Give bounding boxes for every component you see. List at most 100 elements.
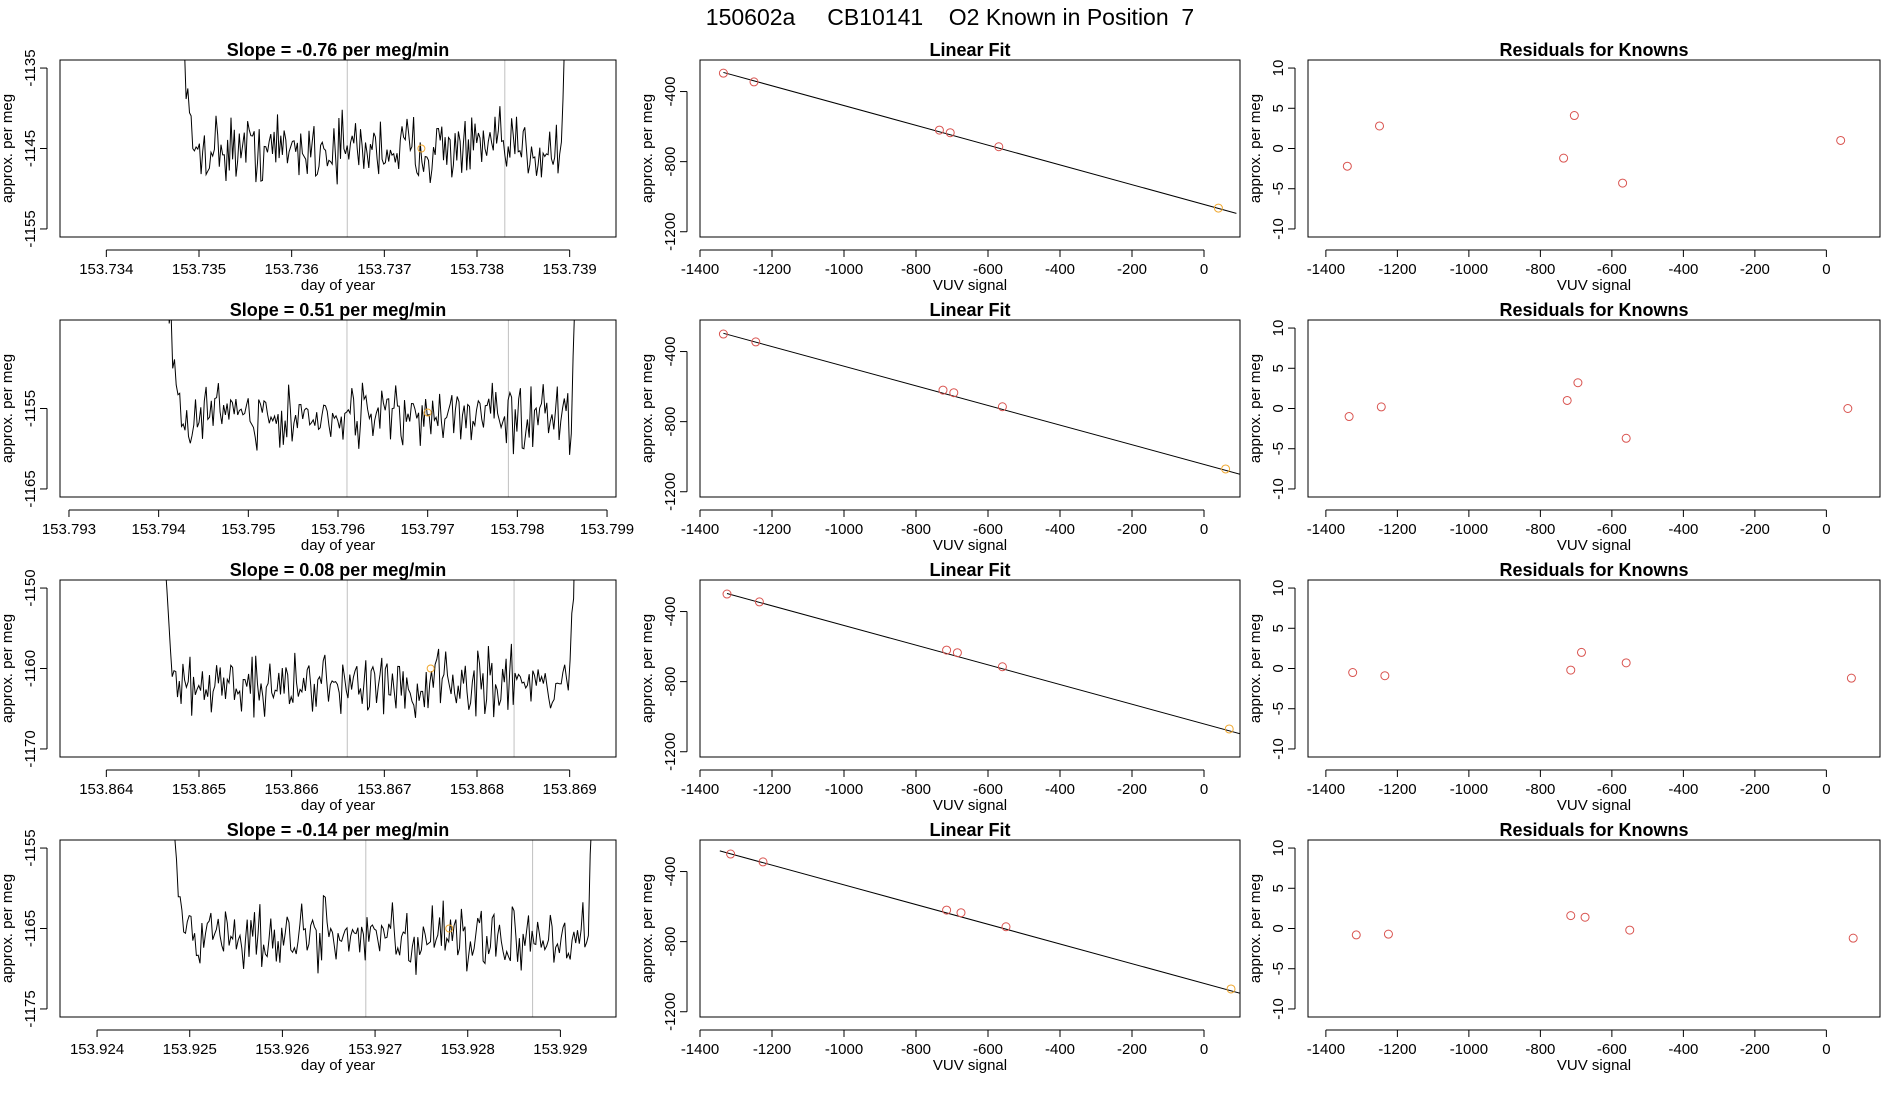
x-tick-label: 153.866: [265, 781, 319, 798]
data-point: [934, 125, 944, 135]
data-point: [1580, 912, 1590, 922]
y-tick-label: -5: [1270, 182, 1287, 195]
y-tick-label: -1170: [22, 730, 39, 767]
y-tick-label: -1160: [22, 650, 39, 687]
panel-title: Residuals for Knowns: [1499, 300, 1688, 320]
y-tick-label: 0: [1270, 924, 1287, 932]
panel-title: Residuals for Knowns: [1499, 560, 1688, 580]
x-axis-label: day of year: [301, 797, 375, 814]
y-tick-label: -1175: [22, 990, 39, 1027]
x-tick-label: 0: [1200, 521, 1208, 538]
y-tick-label: -800: [662, 927, 679, 957]
x-tick-label: 0: [1200, 781, 1208, 798]
x-tick-label: -800: [1525, 781, 1555, 798]
x-tick-label: -200: [1740, 261, 1770, 278]
data-point: [1569, 111, 1579, 121]
x-tick-label: 0: [1822, 1041, 1830, 1058]
known-marker: [445, 924, 454, 933]
y-tick-label: 10: [1270, 60, 1287, 77]
x-axis-label: VUV signal: [1557, 277, 1631, 294]
data-point: [1621, 658, 1631, 668]
y-tick-label: -10: [1270, 998, 1287, 1020]
x-tick-label: -1400: [681, 261, 719, 278]
x-tick-label: -800: [1525, 261, 1555, 278]
x-tick-label: 153.928: [441, 1041, 495, 1058]
data-point: [942, 645, 952, 655]
plot-frame: [59, 579, 617, 758]
data-point: [997, 402, 1007, 412]
data-point: [1380, 671, 1390, 681]
data-point: [1625, 925, 1635, 935]
y-axis-label: approx. per meg: [1247, 354, 1264, 463]
y-tick-label: -400: [662, 337, 679, 367]
x-axis-label: VUV signal: [933, 277, 1007, 294]
x-tick-label: -200: [1117, 781, 1147, 798]
x-tick-label: -1000: [825, 1041, 863, 1058]
x-tick-label: 0: [1200, 261, 1208, 278]
x-axis-label: VUV signal: [1557, 537, 1631, 554]
x-tick-label: -600: [973, 521, 1003, 538]
x-tick-label: 153.869: [543, 781, 597, 798]
y-tick-label: -400: [662, 597, 679, 627]
x-tick-label: -1200: [753, 1041, 791, 1058]
plot-frame: [59, 839, 617, 1018]
data-point: [1342, 161, 1352, 171]
x-tick-label: -1000: [1450, 521, 1488, 538]
x-tick-label: 0: [1822, 521, 1830, 538]
data-point: [1843, 404, 1853, 413]
x-tick-label: 153.927: [348, 1041, 402, 1058]
data-point: [1848, 933, 1858, 943]
x-tick-label: -1400: [1307, 781, 1345, 798]
panel-title: Slope = 0.08 per meg/min: [230, 560, 447, 580]
y-tick-label: -1150: [22, 569, 39, 606]
x-axis-label: day of year: [301, 537, 375, 554]
data-point: [1348, 668, 1358, 678]
x-tick-label: 153.799: [580, 521, 634, 538]
y-tick-label: -1155: [22, 390, 39, 427]
y-tick-label: -5: [1270, 442, 1287, 455]
panel-4-1: Slope = -0.14 per meg/min 153.924 153.925 1…: [0, 820, 617, 1074]
x-tick-label: 153.737: [357, 261, 411, 278]
x-tick-label: -1400: [681, 521, 719, 538]
x-tick-label: 153.739: [543, 261, 597, 278]
y-tick-label: 5: [1270, 624, 1287, 632]
plot-area: [165, 580, 575, 757]
fit-line: [719, 850, 1240, 994]
data-point: [722, 589, 732, 599]
x-tick-label: 153.864: [79, 781, 133, 798]
x-tick-label: 153.794: [132, 521, 186, 538]
y-axis-label: approx. per meg: [1247, 614, 1264, 723]
y-tick-label: -10: [1270, 738, 1287, 760]
y-tick-label: -5: [1270, 962, 1287, 975]
x-tick-label: -400: [1668, 1041, 1698, 1058]
data-point: [718, 68, 728, 78]
x-tick-label: -600: [1597, 261, 1627, 278]
plot-area: [184, 60, 565, 237]
y-tick-label: -1135: [22, 49, 39, 86]
x-tick-label: -1200: [1378, 261, 1416, 278]
y-tick-label: 5: [1270, 884, 1287, 892]
y-tick-label: -1165: [22, 470, 39, 507]
data-point: [1576, 647, 1586, 657]
x-tick-label: -1000: [1450, 781, 1488, 798]
x-tick-label: -200: [1740, 781, 1770, 798]
plot-area: [1351, 911, 1858, 943]
data-point: [718, 329, 728, 339]
data-point: [945, 128, 955, 138]
panel-title: Linear Fit: [929, 300, 1010, 320]
plot-frame: [1307, 59, 1881, 238]
plot-area: [1344, 378, 1853, 443]
x-tick-label: -1400: [1307, 261, 1345, 278]
panel-title: Linear Fit: [929, 40, 1010, 60]
x-tick-label: 153.734: [79, 261, 133, 278]
data-point: [1376, 402, 1386, 412]
x-tick-label: 153.736: [265, 261, 319, 278]
x-tick-label: -600: [973, 261, 1003, 278]
panel-3-2: Linear Fit-1400 -1200 -1000 -800 -600 -400 -20…: [639, 560, 1241, 814]
data-point: [758, 857, 768, 867]
plot-area: [718, 68, 1237, 214]
y-axis-label: approx. per meg: [0, 354, 16, 463]
plot-area: [1342, 111, 1846, 188]
data-point: [1559, 153, 1569, 163]
